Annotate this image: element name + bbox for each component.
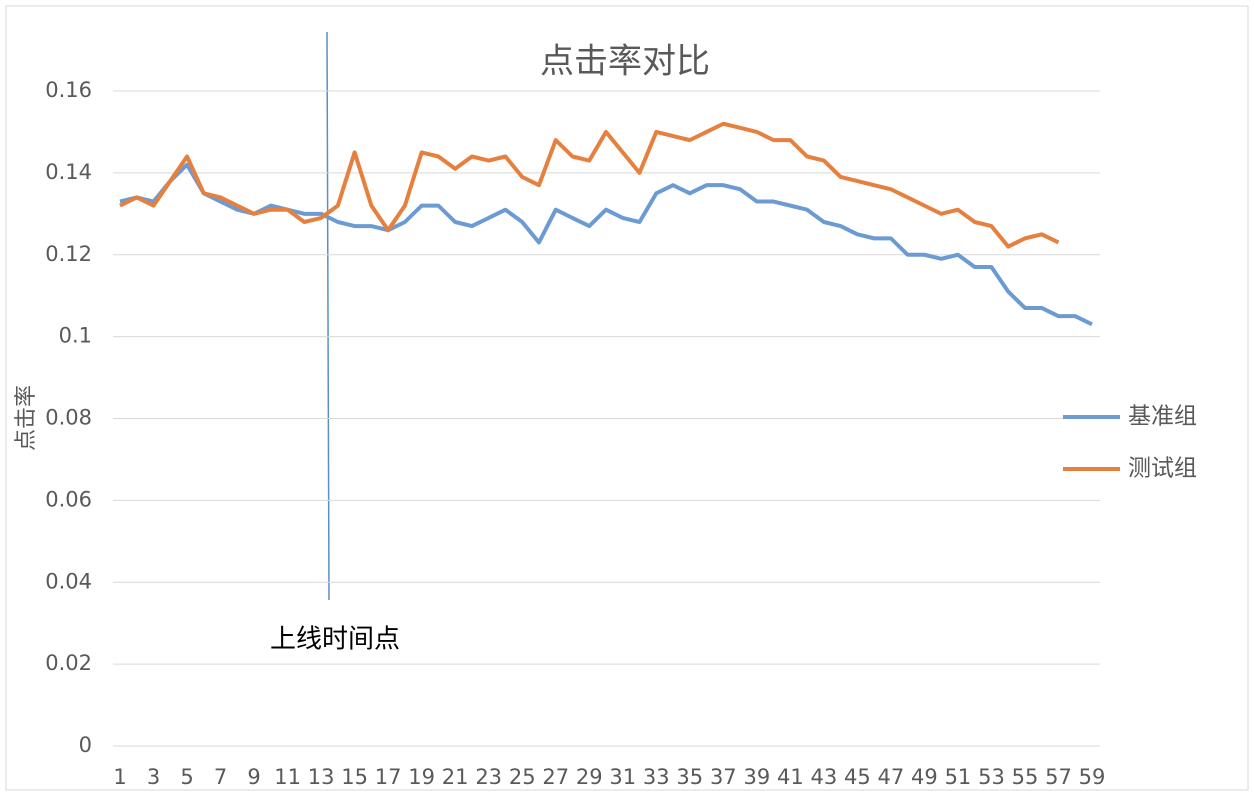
x-tick-label: 43	[810, 765, 837, 789]
y-tick-label: 0.02	[45, 651, 92, 675]
x-tick-label: 55	[1012, 765, 1039, 789]
x-tick-label: 15	[341, 765, 368, 789]
y-tick-label: 0.1	[59, 324, 92, 348]
x-tick-label: 37	[710, 765, 737, 789]
x-tick-label: 19	[408, 765, 435, 789]
x-tick-label: 5	[180, 765, 193, 789]
x-tick-label: 9	[247, 765, 260, 789]
legend-label: 测试组	[1128, 456, 1197, 482]
x-tick-label: 59	[1079, 765, 1106, 789]
chart-border	[5, 5, 1249, 791]
y-tick-label: 0.04	[45, 569, 92, 593]
x-tick-label: 1	[113, 765, 126, 789]
x-tick-label: 57	[1045, 765, 1072, 789]
x-tick-label: 3	[147, 765, 160, 789]
x-tick-label: 27	[542, 765, 569, 789]
legend-label: 基准组	[1128, 404, 1197, 430]
x-tick-label: 47	[878, 765, 905, 789]
y-tick-label: 0.06	[45, 487, 92, 511]
launch-line	[326, 31, 330, 601]
x-tick-label: 11	[274, 765, 301, 789]
x-tick-label: 7	[214, 765, 227, 789]
x-tick-label: 21	[442, 765, 469, 789]
x-tick-label: 51	[945, 765, 972, 789]
series-line	[119, 121, 1060, 249]
x-tick-label: 33	[643, 765, 670, 789]
x-tick-label: 25	[509, 765, 536, 789]
x-tick-label: 35	[676, 765, 703, 789]
x-tick-label: 41	[777, 765, 804, 789]
x-tick-label: 39	[743, 765, 770, 789]
x-tick-label: 49	[911, 765, 938, 789]
x-tick-label: 29	[576, 765, 603, 789]
x-tick-label: 23	[475, 765, 502, 789]
y-axis-label: 点击率	[14, 385, 39, 451]
x-tick-label: 17	[375, 765, 402, 789]
y-tick-label: 0.14	[45, 160, 92, 184]
y-tick-label: 0.16	[45, 78, 92, 102]
y-tick-label: 0	[79, 733, 92, 757]
y-tick-label: 0.08	[45, 406, 92, 430]
chart-title: 点击率对比	[540, 42, 710, 82]
x-tick-label: 13	[308, 765, 335, 789]
x-tick-label: 31	[609, 765, 636, 789]
x-tick-label: 45	[844, 765, 871, 789]
y-tick-label: 0.12	[45, 242, 92, 266]
annotation: 上线时间点	[270, 625, 400, 655]
x-tick-label: 53	[978, 765, 1005, 789]
